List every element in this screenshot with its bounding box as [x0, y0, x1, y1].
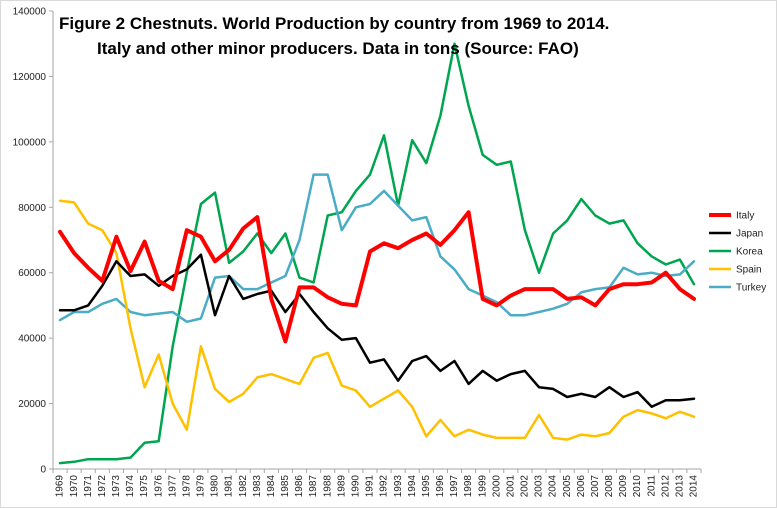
chart-title: Figure 2 Chestnuts. World Production by … [59, 14, 609, 58]
x-tick-label: 2013 [675, 475, 686, 498]
legend-label-korea: Korea [736, 247, 763, 258]
x-tick-label: 2004 [548, 475, 559, 498]
x-tick-label: 1971 [83, 475, 94, 498]
x-tick-label: 1969 [55, 475, 66, 498]
series-line-korea [58, 42, 696, 465]
x-tick-label: 1973 [111, 475, 122, 498]
x-tick-label: 1989 [336, 475, 347, 498]
x-tick-label: 2012 [660, 475, 671, 498]
x-tick-label: 1999 [477, 475, 488, 498]
x-tick-label: 1978 [181, 475, 192, 498]
legend: Italy Japan Korea Spain Turkey [709, 211, 766, 294]
x-tick-label: 2002 [520, 475, 531, 498]
x-tick-label: 1993 [393, 475, 404, 498]
x-tick-label: 1984 [266, 475, 277, 498]
y-tick-label: 0 [40, 465, 46, 476]
x-tick-label: 2014 [689, 475, 700, 498]
x-tick-label: 1990 [351, 475, 362, 498]
x-tick-label: 1975 [139, 475, 150, 498]
series-line-japan [58, 253, 696, 409]
x-tick-label: 2005 [562, 475, 573, 498]
x-tick-label: 1983 [252, 475, 263, 498]
x-tick-label: 2006 [576, 475, 587, 498]
legend-label-japan: Japan [736, 229, 763, 240]
x-tick-label: 1987 [308, 475, 319, 498]
x-tick-label: 2003 [534, 475, 545, 498]
x-tick-label: 1986 [294, 475, 305, 498]
x-tick-label: 1996 [435, 475, 446, 498]
series-line-italy [58, 210, 696, 344]
legend-label-spain: Spain [736, 265, 762, 276]
x-tick-label: 1982 [238, 475, 249, 498]
x-tick-label: 1997 [449, 475, 460, 498]
x-tick-label: 1985 [280, 475, 291, 498]
y-tick-label: 40000 [18, 334, 46, 345]
y-tick-label: 100000 [13, 137, 47, 148]
x-tick-label: 1974 [125, 475, 136, 498]
x-tick-label: 2007 [590, 475, 601, 498]
legend-label-turkey: Turkey [736, 283, 766, 294]
x-tick-label: 1976 [153, 475, 164, 498]
y-tick-label: 60000 [18, 268, 46, 279]
x-tick-label: 1970 [69, 475, 80, 498]
series-line-spain [58, 199, 696, 441]
x-tick-label: 2009 [618, 475, 629, 498]
x-tick-label: 1998 [463, 475, 474, 498]
x-tick-label: 1988 [322, 475, 333, 498]
y-tick-label: 140000 [13, 7, 47, 18]
x-tick-label: 1972 [97, 475, 108, 498]
x-tick-label: 2008 [604, 475, 615, 498]
chart-title-line-1: Figure 2 Chestnuts. World Production by … [59, 14, 609, 33]
x-tick-label: 2001 [505, 475, 516, 498]
x-tick-label: 2010 [632, 475, 643, 498]
series-line-turkey [58, 173, 696, 324]
y-tick-label: 20000 [18, 399, 46, 410]
series-layer [58, 42, 696, 465]
x-tick-label: 1981 [224, 475, 235, 498]
axes-layer: 0 20000 40000 60000 80000 100000 120000 140000 1… [13, 7, 702, 498]
y-tick-label: 80000 [18, 203, 46, 214]
x-tick-label: 1979 [196, 475, 207, 498]
x-tick-label: 1977 [167, 475, 178, 498]
x-tick-label: 1995 [421, 475, 432, 498]
x-tick-label: 1980 [210, 475, 221, 498]
x-tick-label: 2000 [491, 475, 502, 498]
x-tick-label: 1992 [379, 475, 390, 498]
x-tick-label: 2011 [646, 475, 657, 497]
x-tick-label: 1991 [365, 475, 376, 498]
legend-label-italy: Italy [736, 211, 754, 222]
chart-title-line-2: Italy and other minor producers. Data in… [97, 39, 579, 58]
x-tick-label: 1994 [407, 475, 418, 498]
y-tick-label: 120000 [13, 72, 47, 83]
